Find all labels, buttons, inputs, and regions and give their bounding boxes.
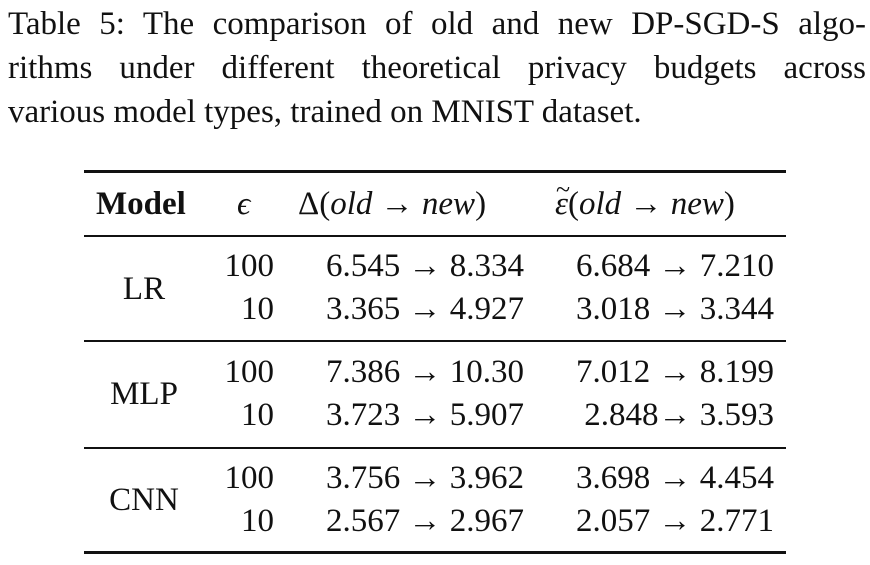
delta-symbol: Δ [298, 186, 320, 222]
mlp-epsilon-tilde-10: 2.848→ 3.593 [584, 397, 774, 433]
lr-delta-100: 6.545 → 8.334 [326, 248, 524, 284]
header-delta: Δ(old → new) [298, 186, 487, 222]
lr-epsilon-100: 100 [224, 248, 275, 284]
caption-line-3: various model types, trained on MNIST da… [8, 94, 642, 130]
caption-line-2: rithms under different theoretical priva… [8, 50, 866, 86]
lr-delta-10: 3.365 → 4.927 [326, 291, 524, 327]
mlp-epsilon-10: 10 [241, 397, 274, 433]
model-cnn: CNN [109, 482, 179, 518]
header-delta-new: new [421, 186, 476, 222]
cnn-epsilon-tilde-10: 2.057 → 2.771 [576, 503, 774, 539]
group-rule-2 [84, 447, 786, 449]
cnn-delta-10: 2.567 → 2.967 [326, 503, 524, 539]
lr-epsilon-tilde-100: 6.684 → 7.210 [576, 248, 774, 284]
header-etilde-old: old [579, 186, 622, 222]
cnn-epsilon-10: 10 [241, 503, 274, 539]
table-caption: Table 5: The comparison of old and new D… [8, 2, 866, 134]
mlp-delta-100: 7.386 → 10.30 [326, 354, 524, 390]
cnn-epsilon-100: 100 [224, 460, 275, 496]
model-mlp: MLP [110, 376, 178, 412]
header-epsilon-tilde: ε(old → new) [555, 170, 735, 224]
table-top-rule [84, 170, 786, 173]
group-rule-1 [84, 340, 786, 342]
cnn-delta-100: 3.756 → 3.962 [326, 460, 524, 496]
model-lr: LR [122, 271, 166, 307]
caption-line-1: Table 5: The comparison of old and new D… [8, 6, 866, 42]
header-etilde-new: new [670, 186, 724, 222]
mlp-epsilon-tilde-100: 7.012 → 8.199 [576, 354, 774, 390]
cnn-epsilon-tilde-100: 3.698 → 4.454 [576, 460, 774, 496]
lr-epsilon-10: 10 [241, 291, 274, 327]
table-bottom-rule [84, 551, 786, 554]
mlp-delta-10: 3.723 → 5.907 [326, 397, 524, 433]
header-delta-old: old [330, 186, 373, 222]
epsilon-tilde-symbol: ε [555, 170, 570, 224]
header-rule [84, 235, 786, 237]
header-model: Model [96, 186, 186, 222]
lr-epsilon-tilde-10: 3.018 → 3.344 [576, 291, 774, 327]
header-epsilon: ϵ [237, 186, 251, 222]
mlp-epsilon-100: 100 [224, 354, 275, 390]
